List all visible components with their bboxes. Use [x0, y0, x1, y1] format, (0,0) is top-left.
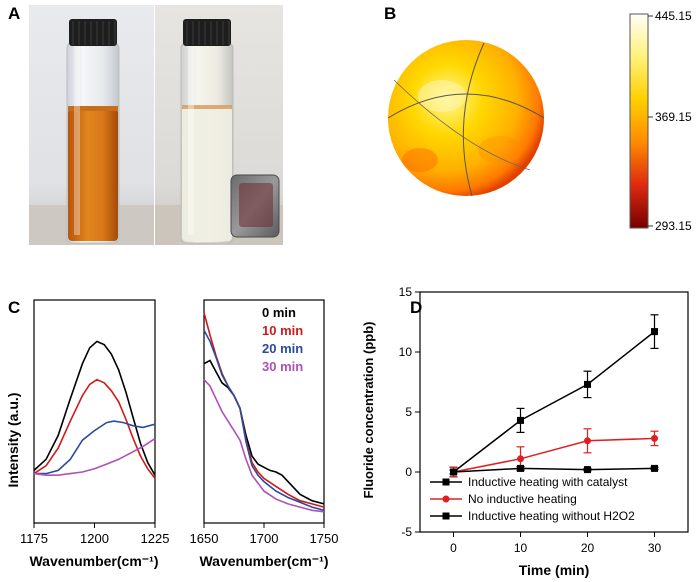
ftir-plot-left: 1175 1200 1225 — [20, 299, 170, 546]
colorbar — [629, 13, 649, 229]
c-left-xtick-label: 1175 — [20, 531, 48, 546]
d-legend-label: No inductive heating — [468, 492, 577, 506]
d-ylabel: Fluoride concentration (ppb) — [361, 322, 376, 499]
ftir-spectra-figure: Intensity (a.u.) 1175 1200 1225 1650 1700 17… — [5, 299, 339, 569]
temperature-sphere-figure: 445.15 369.15 293.15 — [387, 9, 692, 233]
d-series-line-1 — [453, 331, 655, 473]
c-right-series-20-min — [203, 329, 325, 512]
d-point — [450, 468, 457, 476]
d-legend-label: Inductive heating without H2O2 — [468, 509, 635, 523]
c-left-xtick-label: 1225 — [141, 531, 170, 546]
d-xtick-label: 30 — [648, 541, 662, 555]
d-series-line-3 — [453, 467, 655, 473]
c-legend-entry: 0 min — [262, 305, 296, 320]
c-legend-entry: 30 min — [262, 359, 303, 374]
d-legend-marker — [442, 478, 450, 486]
d-legend-marker — [442, 512, 450, 520]
d-xtick-label: 0 — [450, 541, 457, 555]
d-xlabel: Time (min) — [519, 562, 590, 578]
c-left-xlabel: Wavenumber(cm⁻¹) — [29, 553, 158, 569]
c-right-xtick-label: 1700 — [250, 531, 279, 546]
photo-vial-orange — [29, 5, 154, 245]
photo-vial-clear-with-magnet — [155, 5, 283, 245]
c-left-xtick-label: 1200 — [80, 531, 109, 546]
colorbar-tick-min: 293.15 — [655, 219, 692, 233]
d-point — [584, 380, 591, 388]
d-point — [517, 464, 524, 472]
fluoride-chart: Fluoride concentration (ppb) Time (min) … — [361, 285, 689, 578]
c-left-frame — [33, 299, 156, 524]
c-left-series-20-min — [34, 420, 156, 475]
c-right-xtick-label: 1650 — [190, 531, 219, 546]
c-legend-entry: 20 min — [262, 341, 303, 356]
d-ytick-label: 10 — [399, 345, 413, 359]
c-right-series-0-min — [203, 359, 325, 505]
d-legend-marker — [442, 495, 450, 503]
d-ytick-label: -5 — [401, 525, 412, 539]
d-legend-label: Inductive heating with catalyst — [468, 475, 628, 489]
d-point — [651, 434, 658, 442]
d-ytick-label: 0 — [405, 465, 412, 479]
panel-label-d: D — [410, 298, 423, 317]
c-left-series-10-min — [33, 378, 156, 479]
fluoride-plot: -5 0 5 10 15 0 10 20 30 Inductive heating with ca… — [399, 285, 689, 555]
c-right-xtick-label: 1750 — [310, 531, 339, 546]
c-right-xlabel: Wavenumber(cm⁻¹) — [199, 553, 328, 569]
d-point — [651, 464, 658, 472]
c-legend-entry: 10 min — [262, 323, 303, 338]
c-right-series-30-min — [203, 379, 325, 513]
d-point — [651, 328, 658, 336]
colorbar-tick-max: 445.15 — [655, 9, 692, 23]
colorbar-tick-mid: 369.15 — [655, 110, 692, 124]
d-point — [584, 466, 591, 474]
d-point — [517, 455, 524, 463]
panel-label-c: C — [8, 298, 21, 317]
d-point — [584, 437, 591, 445]
c-left-series-0-min — [33, 340, 156, 476]
d-ytick-label: 5 — [405, 405, 412, 419]
d-xtick-label: 10 — [514, 541, 528, 555]
d-ytick-label: 15 — [399, 285, 413, 299]
panel-label-a: A — [8, 4, 21, 23]
d-point — [517, 416, 524, 424]
ftir-plot-right: 1650 1700 1750 0 min 10 min 20 min 30 min — [190, 299, 339, 546]
heated-sphere — [387, 40, 545, 197]
c-left-series-30-min — [33, 437, 156, 476]
c-ylabel: Intensity (a.u.) — [5, 393, 21, 488]
panel-label-b: B — [384, 4, 397, 23]
d-series-line-2 — [453, 437, 655, 473]
d-xtick-label: 20 — [581, 541, 595, 555]
